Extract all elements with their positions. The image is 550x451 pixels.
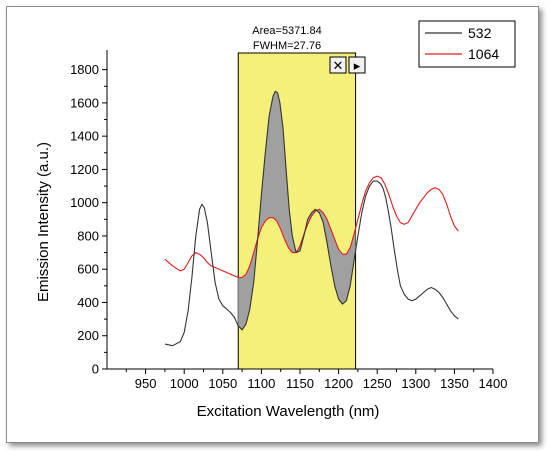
x-tick-label-1050: 1050 xyxy=(208,376,237,391)
legend-label-1064: 1064 xyxy=(468,46,499,62)
y-tick-label-200: 200 xyxy=(77,328,99,343)
axes-layer: 950 1000 1050 1100 1150 1200 1250 1300 1350 1400 0… xyxy=(70,50,507,391)
series-layer xyxy=(164,90,459,347)
close-icon: ✕ xyxy=(333,59,344,74)
x-tick-label-1000: 1000 xyxy=(170,376,199,391)
series-line-1064 xyxy=(164,175,459,279)
y-tick-label-1400: 1400 xyxy=(70,129,99,144)
highlight-region xyxy=(237,52,357,370)
x-tick-label-1150: 1150 xyxy=(286,376,314,391)
legend-box xyxy=(418,20,516,68)
highlight-region-layer xyxy=(237,52,357,370)
y-tick-label-1000: 1000 xyxy=(70,195,99,210)
fwhm-annotation: FWHM=27.76 xyxy=(253,40,321,52)
x-tick-label-1100: 1100 xyxy=(247,376,275,391)
shaded-area xyxy=(238,91,356,330)
x-tick-label-1200: 1200 xyxy=(324,376,353,391)
y-tick-label-800: 800 xyxy=(77,228,99,243)
y-tick-label-0: 0 xyxy=(92,362,99,377)
x-tick-label-1250: 1250 xyxy=(363,376,392,391)
series-line-532 xyxy=(164,90,459,347)
y-axis-title: Emission Intensity (a.u.) xyxy=(35,142,52,302)
y-tick-label-1800: 1800 xyxy=(70,62,99,77)
y-tick-label-1600: 1600 xyxy=(70,95,99,110)
legend: 532 1064 xyxy=(418,20,516,68)
play-icon: ▸ xyxy=(354,59,361,74)
x-tick-label-1350: 1350 xyxy=(440,376,469,391)
next-region-button[interactable]: ▸ xyxy=(348,56,366,74)
legend-label-532: 532 xyxy=(468,25,492,41)
y-tick-label-1200: 1200 xyxy=(70,162,99,177)
x-tick-label-1300: 1300 xyxy=(401,376,430,391)
x-axis-title: Excitation Wavelength (nm) xyxy=(197,403,380,420)
close-region-button[interactable]: ✕ xyxy=(329,56,347,74)
x-tick-label-950: 950 xyxy=(135,376,157,391)
area-annotation: Area=5371.84 xyxy=(252,25,321,37)
y-tick-label-600: 600 xyxy=(77,262,99,277)
x-tick-label-1400: 1400 xyxy=(479,376,508,391)
y-tick-label-400: 400 xyxy=(77,295,99,310)
